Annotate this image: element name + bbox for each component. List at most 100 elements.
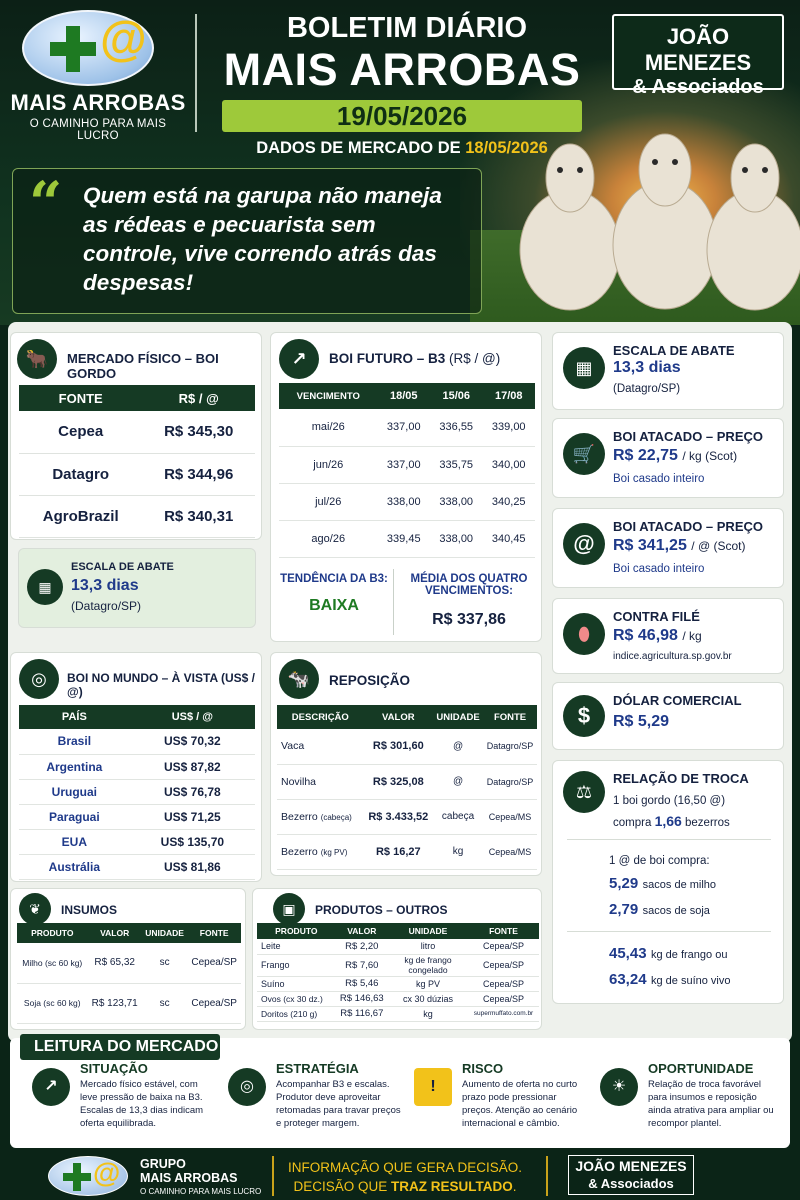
table-row: Bezerro (kg PV) R$ 16,27 kg Cepea/MS [277, 834, 537, 870]
card-title: REPOSIÇÃO [329, 673, 411, 688]
brand: MAIS ARROBAS O CAMINHO PARA MAIS LUCRO [10, 90, 186, 142]
troca-soja: 2,79 sacos de soja [609, 901, 710, 918]
troca-suino: 63,24 kg de suíno vivo [609, 971, 731, 988]
boi-futuro-card: ↗ BOI FUTURO – B3 (R$ / @) VENCIMENTO 18/… [270, 332, 542, 642]
brand-tagline: O CAMINHO PARA MAIS LUCRO [29, 118, 167, 142]
table-row: Leite R$ 2,20 litro Cepea/SP [257, 939, 539, 955]
cart-icon: 🛒 [563, 433, 605, 475]
oportunidade-item: ☀ OPORTUNIDADE Relação de troca favoráve… [600, 1061, 786, 1144]
bulletin-date: 19/05/2026 [222, 100, 582, 132]
avg-label: MÉDIA DOS QUATRO VENCIMENTOS: [410, 573, 528, 597]
globe-icon: ◎ [19, 659, 59, 699]
card-title: MERCADO FÍSICO – BOI GORDO [67, 351, 219, 381]
scale-icon: ⚖ [563, 771, 605, 813]
insumos-table: PRODUTO VALOR UNIDADE FONTE Milho (sc 60 kg… [17, 923, 241, 1024]
leaf-icon: ❦ [19, 893, 51, 925]
card-title: BOI FUTURO – B3 (R$ / @) [329, 351, 501, 366]
atacado-arroba-card: @ BOI ATACADO – PREÇO R$ 341,25 / @ (Sco… [552, 508, 784, 588]
footer-motto: INFORMAÇÃO QUE GERA DECISÃO. DECISÃO QUE… [287, 1160, 523, 1194]
situacao-item: ↗ SITUAÇÃO Mercado físico estável, com l… [32, 1061, 212, 1144]
dolar-card: $ DÓLAR COMERCIAL R$ 5,29 [552, 682, 784, 750]
quote-box: “ Quem está na garupa não maneja as réde… [12, 168, 482, 314]
produtos-card: ▣ PRODUTOS – OUTROS PRODUTO VALOR UNIDADE F… [252, 888, 542, 1030]
produtos-table: PRODUTO VALOR UNIDADE FONTE Leite R$ 2,20 lit… [257, 923, 539, 1022]
table-row: Soja (sc 60 kg) R$ 123,71 sc Cepea/SP [17, 983, 241, 1024]
relacao-troca-card: ⚖ RELAÇÃO DE TROCA 1 boi gordo (16,50 @)… [552, 760, 784, 1004]
at-sign-icon: @ [563, 523, 605, 565]
quote-text: Quem está na garupa não maneja as rédeas… [83, 183, 442, 295]
troca-milho: 5,29 sacos de milho [609, 875, 717, 892]
footer-logo: @ [48, 1156, 128, 1196]
warning-icon: ! [414, 1068, 452, 1106]
boi-futuro-table: VENCIMENTO 18/05 15/06 17/08 mai/26 337,00 33… [279, 383, 535, 558]
escala-left-card: ▦ ESCALA DE ABATE 13,3 dias (Datagro/SP) [18, 548, 256, 628]
partner-logo: JOÃO MENEZES & Associados [612, 14, 784, 98]
troca-frango: 45,43 kg de frango ou [609, 945, 728, 962]
table-row: Novilha R$ 325,08 @ Datagro/SP [277, 764, 537, 800]
lightbulb-icon: ☀ [600, 1068, 638, 1106]
trend-label: TENDÊNCIA DA B3: [280, 573, 388, 585]
escala-title: ESCALA DE ABATE [71, 561, 174, 573]
chart-up-icon: ↗ [279, 339, 319, 379]
table-row: jul/26 338,00 338,00 340,25 [279, 483, 535, 521]
reposicao-card: 🐄 REPOSIÇÃO DESCRIÇÃO VALOR UNIDADE FONTE V… [270, 652, 542, 876]
quote-icon: “ [29, 169, 63, 237]
card-title: PRODUTOS – OUTROS [315, 903, 448, 917]
table-row: Argentina US$ 87,82 [19, 754, 255, 780]
table-row: jun/26 337,00 335,75 340,00 [279, 446, 535, 484]
reposicao-table: DESCRIÇÃO VALOR UNIDADE FONTE Vaca R$ 301,60… [277, 705, 537, 870]
calendar-icon: ▦ [27, 569, 63, 605]
mercado-fisico-card: 🐂 MERCADO FÍSICO – BOI GORDO FONTE R$ / @… [10, 332, 262, 540]
table-row: mai/26 337,00 336,55 339,00 [279, 409, 535, 447]
leitura-mercado: LEITURA DO MERCADO ↗ SITUAÇÃO Mercado fí… [10, 1034, 790, 1148]
dollar-icon: $ [563, 695, 605, 737]
cow-icon: 🐂 [17, 339, 57, 379]
table-row: Vaca R$ 301,60 @ Datagro/SP [277, 729, 537, 765]
boi-mundo-card: ◎ BOI NO MUNDO – À VISTA (US$ / @) PAÍS U… [10, 652, 262, 882]
cattle-image [519, 133, 800, 311]
table-row: Datagro R$ 344,96 [19, 453, 255, 496]
title-line1: BOLETIM DIÁRIO [286, 12, 528, 44]
boi-mundo-table: PAÍS US$ / @ Brasil US$ 70,32 Argentina US$… [19, 705, 255, 880]
table-row: Bezerro (cabeça) R$ 3.433,52 cabeça Cepea/M… [277, 799, 537, 835]
table-row: Brasil US$ 70,32 [19, 729, 255, 755]
risco-item: ! RISCO Aumento de oferta no curto prazo… [414, 1061, 594, 1144]
footer [0, 1152, 800, 1200]
table-row: Frango R$ 7,60 kg de frango congelado Cepea… [257, 954, 539, 977]
estrategia-item: ◎ ESTRATÉGIA Acompanhar B3 e escalas. Pr… [228, 1061, 408, 1144]
table-row: AgroBrazil R$ 340,31 [19, 495, 255, 538]
contra-file-card: ⬮ CONTRA FILÉ R$ 46,98 / kg indice.agric… [552, 598, 784, 674]
table-row: Suíno R$ 5,46 kg PV Cepea/SP [257, 976, 539, 992]
leitura-title: LEITURA DO MERCADO [20, 1034, 220, 1060]
table-row: ago/26 339,45 338,00 340,45 [279, 520, 535, 558]
footer-group: GRUPO MAIS ARROBAS O CAMINHO PARA MAIS LUC… [140, 1157, 262, 1196]
escala-source: (Datagro/SP) [71, 599, 142, 613]
insumos-card: ❦ INSUMOS PRODUTO VALOR UNIDADE FONTE Milho… [10, 888, 246, 1030]
cow-icon: 🐄 [279, 659, 319, 699]
card-title: BOI NO MUNDO – À VISTA (US$ / @) [67, 671, 256, 699]
escala-right-card: ▦ ESCALA DE ABATE 13,3 dias (Datagro/SP) [552, 332, 784, 410]
table-row: Milho (sc 60 kg) R$ 65,32 sc Cepea/SP [17, 943, 241, 984]
troca-l3: 1 @ de boi compra: [609, 855, 710, 867]
chart-up-icon: ↗ [32, 1068, 70, 1106]
table-row: Paraguai US$ 71,25 [19, 804, 255, 830]
table-row: Uruguai US$ 76,78 [19, 779, 255, 805]
atacado-kg-card: 🛒 BOI ATACADO – PREÇO R$ 22,75 / kg (Sco… [552, 418, 784, 498]
escala-value: 13,3 dias [71, 577, 139, 594]
box-icon: ▣ [273, 893, 305, 925]
calendar-icon: ▦ [563, 347, 605, 389]
footer-partner-logo: JOÃO MENEZES & Associados [568, 1155, 694, 1195]
brand-name: MAIS ARROBAS [10, 90, 186, 115]
market-data-date: DADOS DE MERCADO DE 18/05/2026 [256, 139, 548, 157]
divider [195, 14, 197, 132]
title-line2: MAIS ARROBAS [223, 44, 581, 95]
table-row: EUA US$ 135,70 [19, 829, 255, 855]
mercado-fisico-table: FONTE R$ / @ Cepea R$ 345,30 Datagro R$ 344… [19, 385, 255, 538]
table-row: Austrália US$ 81,86 [19, 854, 255, 880]
table-row: Ovos (cx 30 dz.) R$ 146,63 cx 30 dúzias Cep… [257, 991, 539, 1007]
trend-value: BAIXA [309, 597, 359, 614]
table-row: Cepea R$ 345,30 [19, 411, 255, 454]
table-row: Doritos (210 g) R$ 116,67 kg supermuffato.c… [257, 1006, 539, 1022]
avg-value: R$ 337,86 [432, 611, 506, 628]
target-icon: ◎ [228, 1068, 266, 1106]
